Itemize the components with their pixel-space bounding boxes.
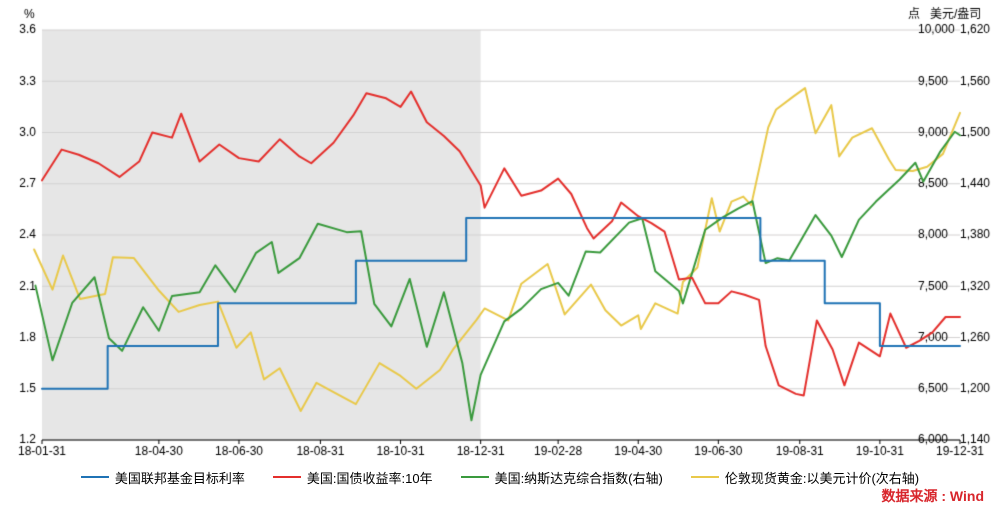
legend-swatch: [81, 476, 109, 478]
legend-label: 美国:纳斯达克综合指数(右轴): [495, 468, 663, 487]
data-source: 数据来源 : Wind: [881, 486, 984, 506]
legend-label: 美国:国债收益率:10年: [307, 468, 433, 487]
legend-item-fed_funds: 美国联邦基金目标利率: [81, 468, 245, 487]
legend-label: 美国联邦基金目标利率: [115, 468, 245, 487]
legend-label: 伦敦现货黄金:以美元计价(次右轴): [725, 468, 919, 487]
multi-axis-line-chart: [0, 0, 1000, 503]
legend-item-treasury: 美国:国债收益率:10年: [273, 468, 433, 487]
source-name: Wind: [950, 488, 984, 504]
legend: 美国联邦基金目标利率 美国:国债收益率:10年 美国:纳斯达克综合指数(右轴) 伦敦现…: [0, 466, 1000, 487]
legend-item-gold: 伦敦现货黄金:以美元计价(次右轴): [691, 468, 919, 487]
legend-swatch: [273, 476, 301, 478]
source-prefix: 数据来源 :: [881, 488, 949, 504]
legend-swatch: [691, 476, 719, 478]
legend-item-nasdaq: 美国:纳斯达克综合指数(右轴): [461, 468, 663, 487]
legend-swatch: [461, 476, 489, 478]
